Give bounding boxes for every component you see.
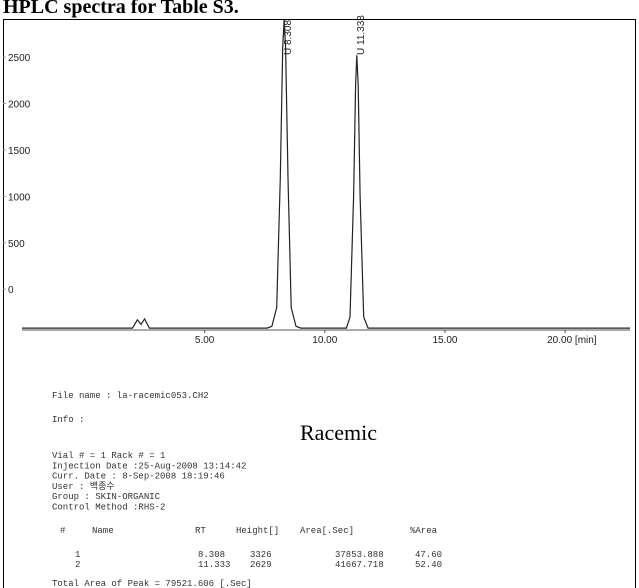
trace	[22, 19, 630, 329]
table-cell: 2	[75, 560, 80, 570]
page-title: HPLC spectra for Table S3.	[3, 0, 239, 18]
info: Info :	[52, 415, 84, 425]
table-header: #	[60, 526, 66, 536]
table-cell: 8.308	[198, 550, 225, 560]
frame	[3, 19, 636, 588]
table-header: Area[.Sec]	[300, 526, 354, 536]
table-header: %Area	[410, 526, 438, 536]
y-tick-label: 500	[8, 239, 25, 250]
table-header: Height[]	[236, 526, 279, 536]
report-line: Control Method :RHS-2	[52, 503, 165, 513]
y-tick-label: 2000	[8, 100, 31, 111]
table-header: Name	[92, 526, 114, 536]
table-cell: 3326	[250, 550, 272, 560]
table-cell: 37853.888	[335, 550, 384, 560]
report-line: Vial # = 1 Rack # = 1	[52, 451, 165, 461]
report-line: Group : SKIN-ORGANIC	[52, 492, 161, 502]
total-area: Total Area of Peak = 79521.606 [.Sec]	[52, 579, 252, 588]
x-tick-label: 10.00	[312, 335, 337, 346]
report-line: Curr. Date : 8-Sep-2008 18:19:46	[52, 472, 225, 482]
report: File name : la-racemic053.CH2 Info : Rac…	[52, 391, 442, 588]
table-cell: 41667.718	[335, 560, 384, 570]
peak-label: U 8.308	[283, 20, 294, 55]
table-cell: 52.40	[415, 560, 442, 570]
file-name: File name : la-racemic053.CH2	[52, 391, 209, 401]
table-cell: 1	[75, 550, 80, 560]
x-tick-label: 20.00 [min]	[547, 335, 597, 346]
y-tick-label: 2500	[8, 53, 31, 64]
report-line: User : 백종수	[52, 481, 115, 492]
x-tick-label: 15.00	[432, 335, 457, 346]
table-header: RT	[195, 526, 206, 536]
y-tick-label: 0	[8, 285, 14, 296]
x-tick-label: 5.00	[195, 335, 215, 346]
table-cell: 47.60	[415, 550, 442, 560]
table-cell: 11.333	[198, 560, 230, 570]
sample-label: Racemic	[300, 420, 377, 445]
y-tick-label: 1000	[8, 192, 31, 203]
y-tick-label: 1500	[8, 146, 31, 157]
table-cell: 2629	[250, 560, 272, 570]
peak-label: U 11.333	[356, 15, 367, 55]
report-line: Injection Date :25-Aug-2008 13:14:42	[52, 461, 246, 471]
